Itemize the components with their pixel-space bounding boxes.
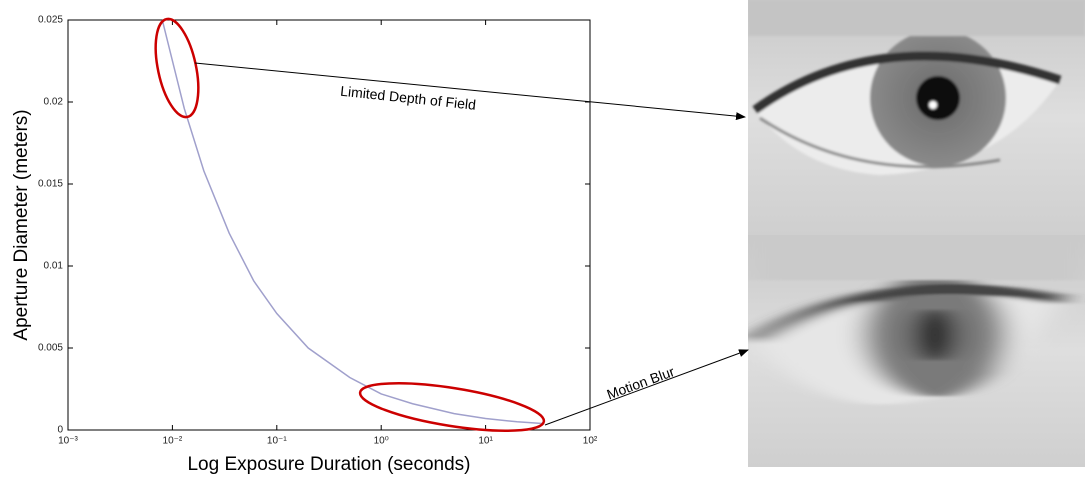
annotation: Motion Blur (605, 363, 677, 402)
x-tick-label: 10⁻² (163, 436, 183, 447)
plot: 0 0.005 0.01 0.015 0.02 0.025 10⁻³ 10⁻² 10⁻¹ 10⁰ 1… (38, 15, 598, 447)
arrow (194, 62, 746, 121)
y-tick-label: 0 (57, 425, 63, 436)
data-line (161, 19, 543, 425)
highlight-ellipse (358, 382, 546, 432)
y-axis-label: Aperture Diameter (meters) (11, 109, 32, 340)
y-tick-label: 0.02 (44, 97, 64, 108)
x-tick-label: 10⁰ (374, 436, 389, 447)
sharp-eye-image (748, 0, 1085, 235)
y-tick-label: 0.01 (44, 261, 64, 272)
blurred-eye-image (748, 235, 1085, 467)
x-tick-label: 10⁻³ (58, 436, 78, 447)
y-tick-label: 0.025 (38, 15, 63, 26)
x-tick-label: 10⁻¹ (267, 436, 287, 447)
x-tick-label: 10² (583, 436, 598, 447)
y-tick-label: 0.005 (38, 343, 63, 354)
highlight-ellipse (154, 17, 200, 119)
arrow (544, 349, 749, 426)
y-tick-label: 0.015 (38, 179, 63, 190)
x-tick-label: 10¹ (478, 436, 493, 447)
x-axis-label: Log Exposure Duration (seconds) (187, 454, 470, 475)
annotation: Limited Depth of Field (340, 83, 477, 113)
plot-frame (67, 19, 591, 431)
